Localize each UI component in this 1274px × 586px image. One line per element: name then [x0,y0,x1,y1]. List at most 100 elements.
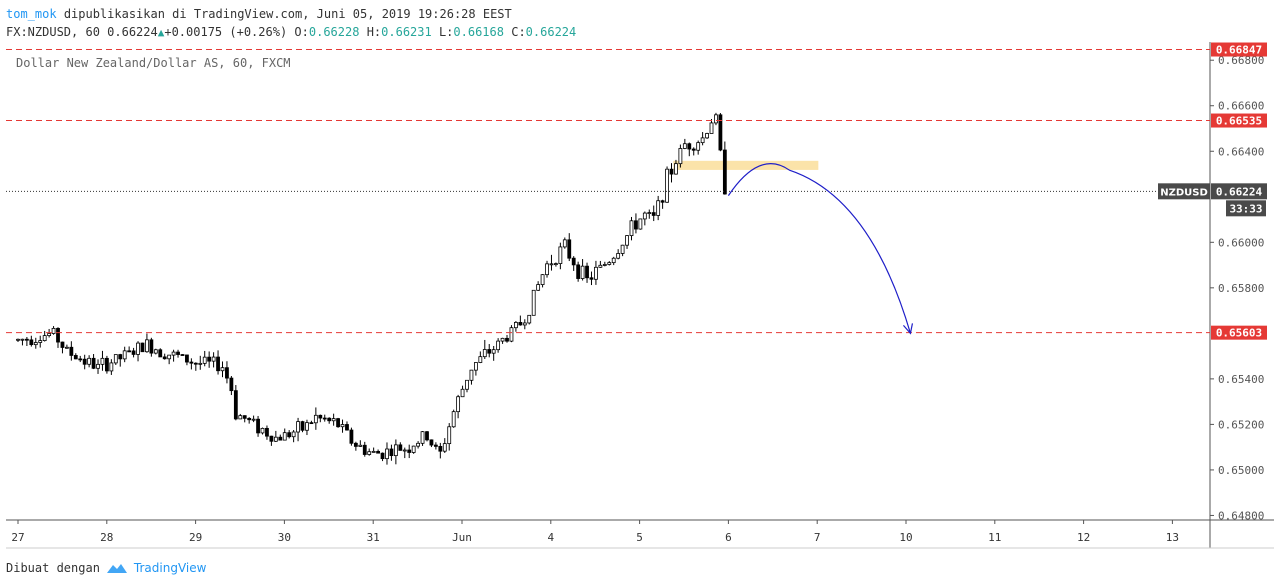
candle-body [602,264,607,266]
candle-body [709,122,714,134]
candle-body [376,450,380,454]
candle-body [16,338,20,341]
candle-body [491,349,496,354]
candle-body [269,435,274,442]
candle-body [340,424,345,428]
author-link[interactable]: tom_mok [6,7,57,21]
candle-body [411,445,416,453]
tradingview-brand-link[interactable]: TradingView [133,561,207,575]
candle-body [20,338,25,341]
candle-body [545,263,549,276]
candle-body [549,263,554,266]
candle-body [327,417,332,422]
y-tick-label: 0.65000 [1218,464,1264,477]
ohlc-open-value: 0.66228 [308,25,360,39]
candle-body [540,274,545,285]
candle-body [478,356,483,363]
candle-body [669,168,674,175]
chart-header-line-1: tom_mok dipublikasikan di TradingView.co… [6,7,512,21]
candle-body [185,354,189,363]
symbol-interval: FX:NZDUSD, 60 [6,25,100,39]
candle-body [96,363,100,369]
candle-body [567,239,572,259]
candle-body [522,322,527,326]
candle-body [456,396,461,413]
candle-body [607,262,612,265]
candle-body [136,342,140,355]
candle-body [51,327,56,334]
y-tick-label: 0.65200 [1218,418,1264,431]
candle-body [60,341,65,348]
candle-body [247,417,252,421]
candle-body [216,356,220,372]
x-tick-label: 5 [636,531,643,544]
candle-body [91,357,96,369]
candle-body [291,431,296,438]
candle-body [425,431,429,441]
candle-body [287,432,292,438]
candle-body [145,339,149,353]
candle-body [562,239,567,248]
candle-body [651,212,656,216]
candle-body [447,426,452,445]
candle-body [629,220,634,237]
candle-body [300,421,305,431]
level-price-label: 0.66535 [1216,115,1262,128]
chart-title: Dollar New Zealand/Dollar AS, 60, FXCM [16,56,291,70]
candle-body [313,414,318,424]
candle-body [585,265,589,279]
candle-body [469,369,474,381]
candle-body [198,362,203,365]
candle-body [65,346,69,349]
level-price-tag [1211,113,1267,128]
candle-body [451,411,456,428]
x-tick-label: 13 [1166,531,1179,544]
candle-body [122,350,127,360]
candle-body [518,322,523,326]
y-tick-label: 0.65400 [1218,373,1264,386]
candle-body [140,342,145,353]
candle-body [531,289,536,316]
x-tick-label: 4 [547,531,554,544]
candle-body [473,362,478,371]
candle-body [176,351,180,355]
candle-body [687,143,692,150]
candle-body [393,444,398,457]
level-price-tag [1211,42,1267,57]
candle-body [322,417,327,420]
candle-body [118,354,123,360]
candle-body [416,442,421,447]
candle-body [100,357,105,365]
candle-body [113,354,118,364]
y-tick-label: 0.64800 [1218,509,1264,522]
candle-body [722,149,727,195]
x-tick-label: 12 [1077,531,1090,544]
candle-body [705,133,709,139]
candle-body [305,422,309,431]
candle-body [594,266,598,280]
x-tick-label: 30 [278,531,291,544]
supply-zone [673,160,819,170]
candle-body [256,418,260,434]
x-tick-label: 7 [814,531,821,544]
candle-body [598,264,603,268]
candle-body [78,358,83,361]
candle-body [225,367,229,379]
candle-body [56,327,60,343]
ohlc-close-value: 0.66224 [525,25,577,39]
candle-body [691,148,696,151]
candle-body [358,444,363,447]
candle-body [656,200,661,216]
candle-body [233,390,238,420]
candle-body [331,418,336,422]
candle-body [318,414,323,419]
candle-body [211,356,216,362]
candle-body [238,415,243,420]
candle-body [251,418,256,421]
x-tick-label: 10 [899,531,912,544]
candle-body [580,265,585,279]
symbol-tag [1158,183,1210,200]
x-tick-label: 27 [11,531,24,544]
candle-body [642,212,647,220]
